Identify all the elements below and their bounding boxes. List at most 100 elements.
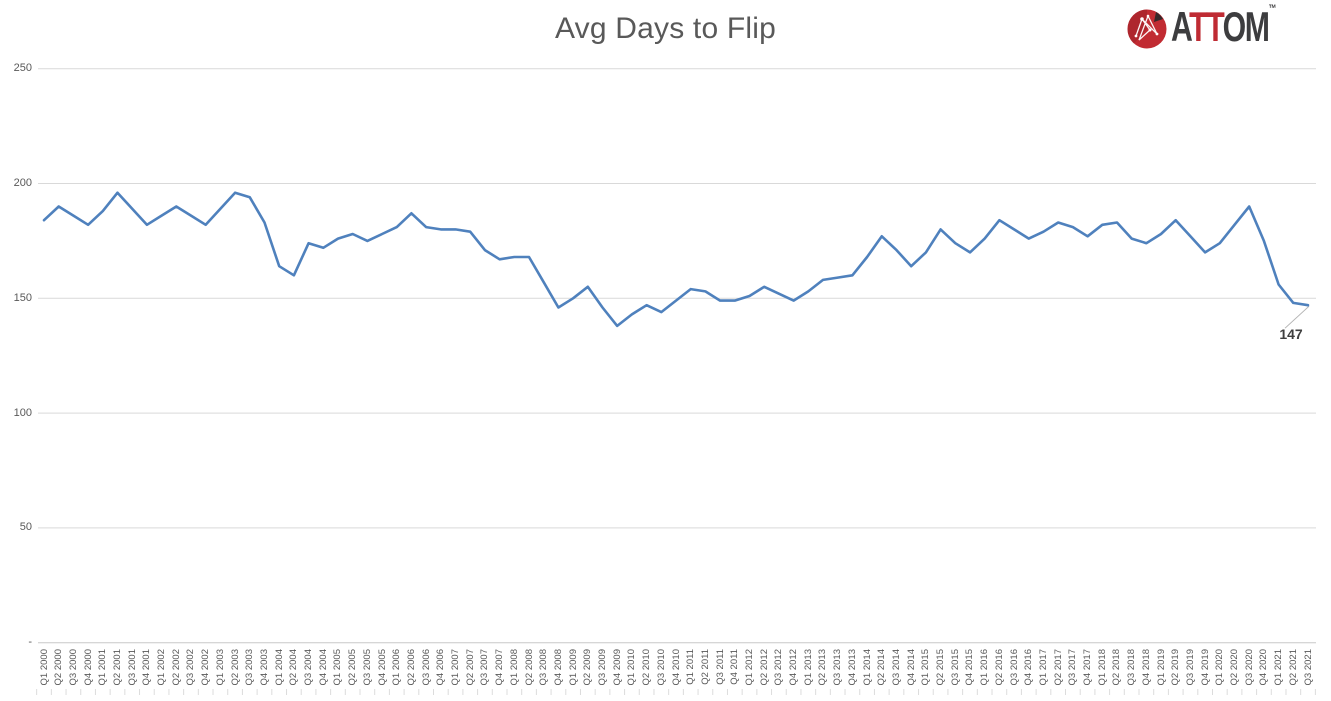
x-axis-tick-label: Q2 2007 bbox=[464, 649, 476, 686]
x-axis-tick-label: Q3 2011 bbox=[714, 649, 726, 685]
x-axis-tick-label: Q2 2012 bbox=[758, 649, 770, 686]
x-axis-tick-label: Q3 2003 bbox=[244, 649, 256, 686]
x-axis-tick-label: Q1 2014 bbox=[861, 649, 873, 686]
annotation-leader-line bbox=[1284, 305, 1310, 329]
x-axis-tick-label: Q3 2018 bbox=[1126, 649, 1138, 686]
logo-letters-tt: TT bbox=[1189, 3, 1224, 50]
x-axis-tick-label: Q3 2020 bbox=[1243, 649, 1255, 686]
x-axis-tick-label: Q2 2005 bbox=[347, 649, 359, 686]
logo-letters-om: OM bbox=[1222, 3, 1270, 50]
x-axis-tick-label: Q4 2008 bbox=[552, 649, 564, 686]
x-axis-tick-label: Q4 2016 bbox=[1023, 649, 1035, 686]
x-axis-tick-label: Q3 2010 bbox=[655, 649, 667, 686]
x-axis-tick-label: Q2 2014 bbox=[876, 649, 888, 686]
x-axis-tick-label: Q2 2017 bbox=[1052, 649, 1064, 686]
x-axis-tick-label: Q4 2007 bbox=[494, 649, 506, 686]
y-axis-tick-label: 100 bbox=[13, 406, 32, 419]
x-axis-tick-label: Q3 2001 bbox=[126, 649, 138, 686]
last-point-data-label: 147 bbox=[1279, 326, 1303, 343]
x-axis-tick-label: Q3 2016 bbox=[1008, 649, 1020, 686]
x-axis-tick-label: Q4 2004 bbox=[317, 649, 329, 686]
x-axis-tick-label: Q2 2000 bbox=[53, 649, 65, 686]
x-axis-tick-label: Q2 2003 bbox=[229, 649, 241, 686]
x-axis-tick-label: Q2 2001 bbox=[111, 649, 123, 686]
x-axis-tick-label: Q3 2014 bbox=[890, 649, 902, 686]
x-axis-tick-label: Q3 2013 bbox=[832, 649, 844, 686]
x-axis-tick-label: Q4 2011 bbox=[729, 649, 741, 685]
x-axis-tick-label: Q1 2006 bbox=[391, 649, 403, 686]
x-axis-tick-label: Q1 2020 bbox=[1214, 649, 1226, 686]
trademark-symbol: ™ bbox=[1268, 3, 1277, 15]
x-axis-tick-label: Q2 2015 bbox=[935, 649, 947, 686]
x-axis-tick-label: Q4 2006 bbox=[435, 649, 447, 686]
x-axis-tick-label: Q2 2018 bbox=[1111, 649, 1123, 686]
attom-logo: ATTOM™ bbox=[1127, 3, 1317, 53]
x-axis-tick-label: Q4 2013 bbox=[846, 649, 858, 686]
y-axis-tick-label: 50 bbox=[19, 521, 32, 534]
x-axis-tick-label: Q4 2019 bbox=[1199, 649, 1211, 686]
x-axis-tick-label: Q2 2021 bbox=[1287, 649, 1299, 686]
x-axis-tick-label: Q3 2019 bbox=[1184, 649, 1196, 686]
x-axis-tick-label: Q1 2001 bbox=[97, 649, 109, 686]
x-axis-tick-label: Q4 2003 bbox=[258, 649, 270, 686]
x-axis-tick-label: Q1 2015 bbox=[920, 649, 932, 686]
x-axis-tick-label: Q4 2015 bbox=[964, 649, 976, 686]
x-axis-tick-label: Q1 2000 bbox=[38, 649, 50, 686]
x-axis-tick-label: Q1 2009 bbox=[567, 649, 579, 686]
x-axis-tick-label: Q3 2000 bbox=[67, 649, 79, 686]
x-axis-tick-label: Q1 2012 bbox=[744, 649, 755, 686]
x-axis-tick-label: Q4 2018 bbox=[1140, 649, 1152, 686]
x-axis-tick-label: Q4 2012 bbox=[788, 649, 800, 686]
x-axis-tick-label: Q3 2021 bbox=[1302, 649, 1314, 686]
x-axis-tick-label: Q1 2008 bbox=[508, 649, 520, 686]
x-axis-tick-label: Q3 2004 bbox=[303, 649, 315, 686]
x-axis-tick-label: Q4 2002 bbox=[200, 649, 212, 686]
x-axis-tick-label: Q1 2010 bbox=[626, 649, 638, 686]
attom-logo-text: ATTOM™ bbox=[1171, 3, 1276, 51]
x-axis-tick-label: Q1 2013 bbox=[802, 649, 814, 686]
x-axis-tick-label: Q4 2000 bbox=[82, 649, 94, 686]
y-axis-tick-label: - bbox=[28, 636, 32, 649]
x-axis-tick-label: Q1 2007 bbox=[450, 649, 462, 686]
x-axis-tick-label: Q2 2006 bbox=[405, 649, 417, 686]
x-axis-tick-label: Q3 2005 bbox=[361, 649, 373, 686]
x-axis-tick-label: Q4 2001 bbox=[141, 649, 153, 686]
x-axis-tick-label: Q3 2009 bbox=[597, 649, 609, 686]
y-axis-tick-label: 250 bbox=[13, 62, 32, 75]
x-axis-tick-label: Q1 2003 bbox=[214, 649, 226, 686]
x-axis-tick-label: Q1 2018 bbox=[1096, 649, 1108, 686]
y-axis-tick-label: 200 bbox=[13, 177, 32, 189]
x-axis-tick-label: Q4 2005 bbox=[376, 649, 388, 686]
series-line-avg-days-to-flip bbox=[42, 191, 1310, 328]
x-axis-tick-label: Q1 2016 bbox=[979, 649, 991, 686]
x-axis-tick-label: Q1 2017 bbox=[1037, 649, 1049, 686]
y-axis-tick-label: 150 bbox=[13, 291, 32, 304]
x-axis-tick-label: Q2 2016 bbox=[993, 649, 1005, 686]
x-axis-tick-label: Q2 2009 bbox=[582, 649, 594, 686]
x-axis-tick-label: Q4 2010 bbox=[670, 649, 682, 686]
x-axis-tick-label: Q3 2012 bbox=[773, 649, 785, 686]
x-axis-tick-label: Q1 2011 bbox=[685, 649, 697, 685]
x-axis-tick-label: Q4 2009 bbox=[611, 649, 623, 686]
x-axis-tick-label: Q2 2004 bbox=[288, 649, 300, 686]
x-axis-tick-label: Q2 2013 bbox=[817, 649, 829, 686]
x-axis-tick-label: Q3 2006 bbox=[420, 649, 432, 686]
x-axis-tick-label: Q3 2017 bbox=[1067, 649, 1079, 686]
x-axis-tick-label: Q4 2020 bbox=[1258, 649, 1270, 686]
x-axis-tick-label: Q1 2019 bbox=[1155, 649, 1167, 686]
x-axis-tick-label: Q2 2020 bbox=[1229, 649, 1241, 686]
x-axis-tick-label: Q1 2005 bbox=[332, 649, 344, 686]
x-axis-tick-label: Q2 2011 bbox=[699, 649, 711, 685]
x-axis-tick-label: Q3 2002 bbox=[185, 649, 197, 686]
x-axis-tick-label: Q1 2004 bbox=[273, 649, 285, 686]
x-axis-tick-label: Q2 2008 bbox=[523, 649, 535, 686]
x-axis-tick-label: Q4 2014 bbox=[905, 649, 917, 686]
x-axis-tick-label: Q2 2002 bbox=[170, 649, 182, 686]
x-axis-tick-label: Q4 2017 bbox=[1082, 649, 1094, 686]
x-axis-tick-label: Q2 2010 bbox=[641, 649, 653, 686]
x-axis-tick-label: Q3 2008 bbox=[538, 649, 550, 686]
x-axis-tick-label: Q1 2021 bbox=[1273, 649, 1285, 686]
x-axis-tick-label: Q3 2007 bbox=[479, 649, 491, 686]
